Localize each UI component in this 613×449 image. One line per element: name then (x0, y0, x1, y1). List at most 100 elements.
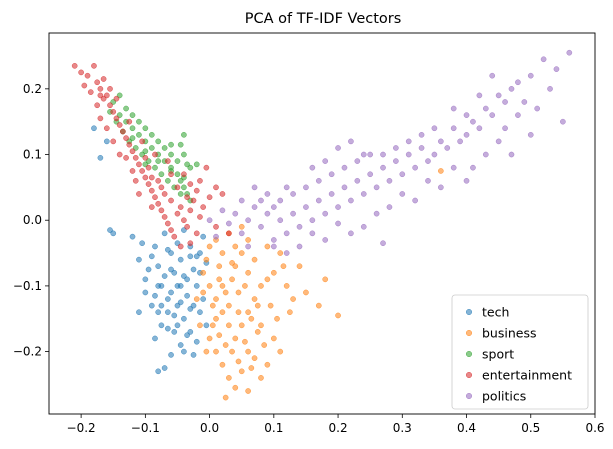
point-sport-21 (155, 138, 162, 145)
point-politics-0 (566, 49, 573, 56)
point-politics-93 (264, 191, 271, 197)
point-business-22 (264, 276, 271, 283)
point-politics-107 (258, 197, 264, 204)
point-entertainment-60 (168, 171, 174, 178)
point-entertainment-67 (197, 214, 203, 220)
point-politics-34 (328, 191, 335, 197)
legend-marker-entertainment (465, 371, 473, 379)
point-politics-31 (348, 197, 354, 204)
point-politics-86 (354, 158, 361, 164)
point-business-74 (245, 269, 251, 276)
point-politics-61 (482, 151, 489, 158)
point-business-21 (258, 283, 264, 289)
point-business-58 (235, 309, 242, 316)
point-business-25 (290, 296, 296, 302)
point-business-29 (322, 276, 329, 283)
point-entertainment-4 (94, 79, 101, 86)
point-entertainment-42 (193, 230, 200, 237)
point-tech-54 (164, 246, 171, 253)
point-business-10 (213, 348, 219, 355)
point-politics-105 (238, 197, 245, 204)
point-business-76 (267, 302, 274, 309)
point-politics-69 (386, 204, 393, 210)
legend-box (451, 294, 589, 410)
point-sport-33 (177, 191, 184, 197)
point-business-44 (245, 388, 251, 394)
point-politics-20 (418, 145, 425, 151)
point-business-40 (254, 329, 261, 335)
point-business-4 (209, 322, 216, 329)
y-tick-label: 0.0 (23, 213, 42, 227)
point-entertainment-3 (91, 62, 97, 69)
y-tick-label: −0.2 (13, 345, 42, 359)
point-politics-74 (322, 237, 329, 243)
point-politics-55 (521, 99, 528, 105)
y-axis-ticks: −0.2 −0.1 0.0 0.1 0.2 (13, 82, 49, 359)
point-sport-37 (181, 131, 187, 138)
point-business-66 (216, 263, 223, 270)
point-entertainment-43 (187, 240, 194, 247)
point-entertainment-41 (203, 164, 210, 171)
point-business-69 (437, 168, 444, 174)
point-business-78 (280, 263, 287, 270)
point-politics-24 (393, 158, 399, 164)
point-politics-58 (527, 131, 534, 138)
point-politics-22 (405, 151, 412, 158)
point-sport-22 (161, 145, 168, 151)
point-business-38 (242, 283, 248, 289)
x-tick-label: 0.0 (200, 421, 219, 435)
point-politics-66 (425, 177, 431, 184)
point-politics-104 (515, 112, 521, 118)
point-business-31 (277, 250, 284, 256)
point-entertainment-31 (181, 217, 187, 224)
point-tech-30 (181, 315, 187, 322)
point-entertainment-5 (97, 85, 104, 92)
x-tick-label: 0.2 (329, 421, 348, 435)
point-tech-49 (142, 289, 149, 296)
point-politics-71 (360, 223, 367, 230)
point-business-41 (261, 342, 268, 348)
point-entertainment-11 (116, 122, 123, 128)
point-politics-63 (463, 177, 470, 184)
point-tech-6 (136, 256, 142, 263)
point-business-52 (219, 250, 226, 256)
point-tech-61 (168, 266, 174, 273)
point-tech-5 (129, 233, 136, 240)
x-tick-label: 0.6 (585, 421, 604, 435)
point-tech-55 (187, 253, 194, 260)
point-business-48 (197, 322, 203, 329)
point-entertainment-58 (181, 171, 187, 178)
point-business-19 (245, 309, 251, 316)
point-tech-45 (161, 365, 168, 371)
point-entertainment-37 (200, 204, 207, 210)
point-politics-46 (251, 204, 258, 210)
point-politics-17 (437, 138, 444, 145)
point-politics-57 (560, 118, 566, 125)
series-entertainment (71, 62, 232, 250)
point-entertainment-1 (78, 69, 84, 76)
point-entertainment-2 (84, 72, 91, 79)
point-business-24 (283, 283, 290, 289)
point-politics-76 (296, 243, 303, 250)
x-tick-label: 0.1 (264, 421, 283, 435)
point-sport-29 (152, 164, 158, 171)
point-politics-82 (405, 138, 412, 145)
point-sport-31 (164, 177, 171, 184)
point-politics-72 (348, 230, 354, 237)
y-tick-label: 0.2 (23, 82, 42, 96)
point-politics-3 (547, 85, 553, 92)
point-business-6 (216, 276, 223, 283)
point-entertainment-25 (161, 214, 168, 220)
point-politics-85 (367, 151, 374, 158)
point-politics-21 (412, 164, 418, 171)
point-business-5 (203, 256, 210, 263)
point-entertainment-73 (132, 177, 139, 184)
point-tech-41 (200, 296, 207, 302)
point-politics-70 (373, 210, 380, 217)
point-entertainment-45 (155, 177, 162, 184)
point-entertainment-57 (174, 184, 181, 191)
point-entertainment-64 (164, 158, 171, 164)
point-sport-48 (168, 141, 174, 148)
point-business-77 (274, 315, 280, 322)
